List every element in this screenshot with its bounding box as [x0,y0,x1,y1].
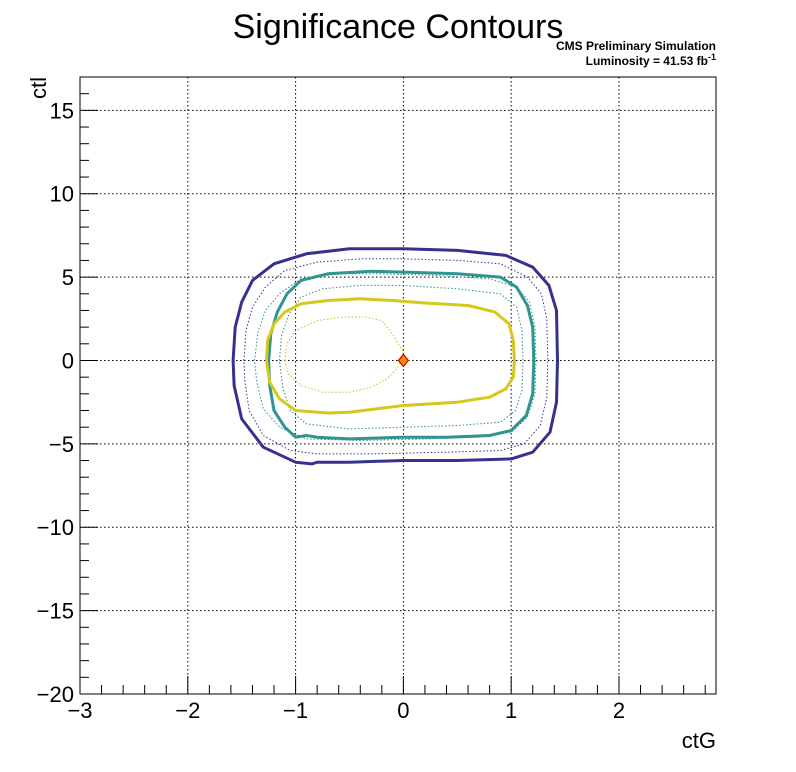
x-tick-label: 1 [505,698,517,723]
contour-line-6 [284,316,404,393]
contour-line-3 [267,269,536,441]
contour-line-5 [265,297,516,415]
plot-frame [79,76,717,695]
y-tick-label: 10 [50,182,74,207]
x-tick-label: −3 [67,698,92,723]
y-tick-label: −5 [49,432,74,457]
contour-line-4 [278,284,524,430]
y-tick-label: −10 [37,515,74,540]
best-fit-layer [397,353,410,368]
contour-line-1 [243,258,549,455]
best-fit-marker [397,353,410,368]
contours [231,247,559,466]
luminosity-value: Luminosity = 41.53 fb [586,54,708,68]
y-axis-label: ctl [26,77,51,99]
y-tick-label: 15 [50,98,74,123]
luminosity-unit-exponent: -1 [708,52,716,62]
y-tick-label: 5 [62,265,74,290]
luminosity-label: Luminosity = 41.53 fb-1 [586,52,716,68]
chart-title: Significance Contours [233,8,564,46]
contour-line-0 [231,247,559,466]
y-tick-label: 0 [62,348,74,373]
contour-line-2 [254,273,537,441]
x-tick-label: 2 [613,698,625,723]
x-tick-label: 0 [397,698,409,723]
cms-preliminary-label: CMS Preliminary Simulation [556,39,716,53]
y-tick-label: −15 [37,599,74,624]
x-axis-label: ctG [682,728,716,753]
grid [80,77,716,694]
y-tick-label: −20 [37,682,74,707]
x-tick-label: −1 [283,698,308,723]
x-tick-label: −2 [175,698,200,723]
